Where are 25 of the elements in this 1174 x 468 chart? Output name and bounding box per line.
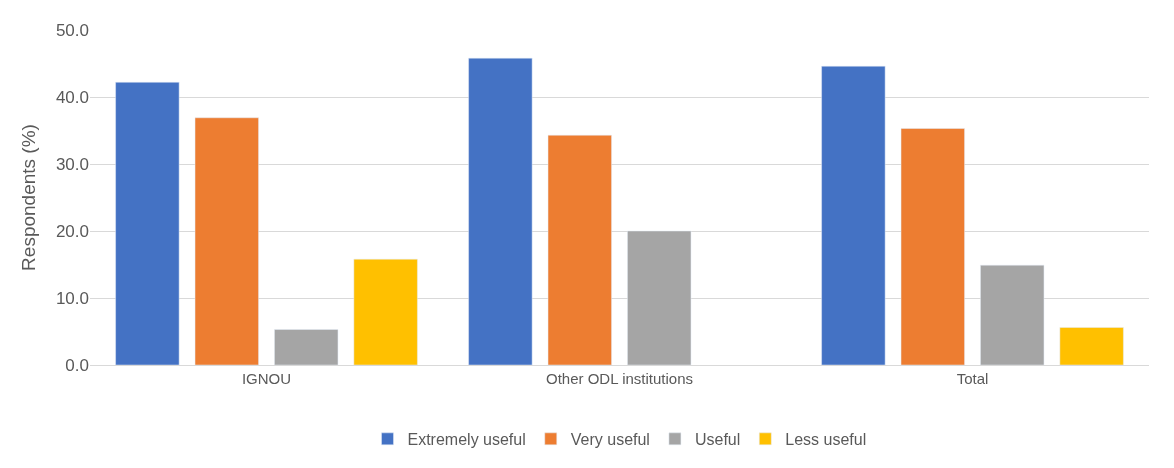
- y-axis-title: Respondents (%): [17, 124, 39, 271]
- y-tick-label: 40.0: [55, 87, 89, 107]
- legend-label: Extremely useful: [407, 431, 526, 449]
- y-tick-label: 50.0: [55, 20, 89, 40]
- y-tick-label: 10.0: [55, 288, 89, 308]
- bar: [821, 65, 886, 365]
- bar: [194, 117, 259, 365]
- y-tick-label: 30.0: [55, 154, 89, 174]
- bar: [547, 134, 612, 365]
- bar: [353, 258, 418, 365]
- x-tick-label: Total: [956, 370, 989, 387]
- x-tick-label: Other ODL institutions: [545, 370, 694, 387]
- legend-label: Less useful: [785, 431, 867, 449]
- x-tick-label: IGNOU: [241, 370, 292, 387]
- bar: [627, 230, 692, 365]
- legend-label: Very useful: [570, 431, 650, 449]
- bar: [900, 128, 965, 365]
- bar: [468, 57, 533, 365]
- bar: [980, 264, 1045, 365]
- y-tick-label: 20.0: [55, 221, 89, 241]
- bar: [274, 329, 339, 365]
- legend-label: Useful: [694, 431, 741, 449]
- bar: [115, 82, 180, 365]
- bar: [1059, 327, 1124, 365]
- y-tick-label: 0.0: [65, 355, 89, 375]
